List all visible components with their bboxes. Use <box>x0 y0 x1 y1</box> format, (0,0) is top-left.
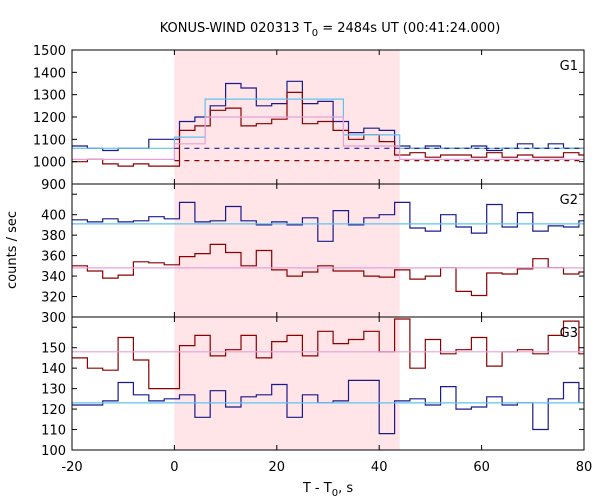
panel-2-series-2-line <box>72 243 584 297</box>
panel-2-series-1-line <box>72 201 584 242</box>
x-axis-label: T - T0, s <box>302 481 353 499</box>
chart-title-subscript: 0 <box>312 28 318 39</box>
panel-1-ytick-label: 1000 <box>33 156 66 171</box>
panel-1-ytick-label: 1300 <box>33 89 66 104</box>
panel-1-ytick-label: 1200 <box>33 111 66 126</box>
panel-3-ytick-label: 100 <box>41 444 66 459</box>
y-axis-label: counts / sec <box>5 211 20 289</box>
panel-1-ytick-label: 900 <box>41 178 66 193</box>
panel-3-ytick-label: 110 <box>41 424 66 439</box>
panel-2-ytick-label: 380 <box>41 229 66 244</box>
panel-1-series <box>72 80 584 167</box>
chart-title-suffix: = 2484s UT (00:41:24.000) <box>318 21 500 36</box>
panel-3-ytick-label: 120 <box>41 403 66 418</box>
text-layer: KONUS-WIND 020313 T0 = 2484s UT (00:41:2… <box>5 21 592 499</box>
panel-1-series-3-line <box>72 98 584 149</box>
x-axis-label-subscript: 0 <box>332 488 338 499</box>
panel-3-series-1-line <box>72 379 584 435</box>
panel-2-ytick-label: 300 <box>41 311 66 326</box>
panel-1-series-4-line <box>72 116 584 160</box>
x-axis-label-prefix: T - T <box>302 481 332 496</box>
panel-2-ytick-label: 340 <box>41 270 66 285</box>
x-tick-label: 80 <box>576 460 593 475</box>
panel-1-label: G1 <box>560 59 578 74</box>
data-layer <box>72 80 584 435</box>
panel-2-series <box>72 201 584 297</box>
panel-3-frame <box>71 316 585 451</box>
chart-title: KONUS-WIND 020313 T0 = 2484s UT (00:41:2… <box>160 21 501 39</box>
chart-title-prefix: KONUS-WIND 020313 T <box>160 21 312 36</box>
panel-2-label: G2 <box>560 193 578 208</box>
panel-2-ytick-label: 400 <box>41 209 66 224</box>
x-tick-label: 20 <box>269 460 286 475</box>
panel-1-ytick-label: 1400 <box>33 66 66 81</box>
panel-1-series-2-line <box>72 91 584 167</box>
panel-3-series <box>72 318 584 435</box>
panel-3-label: G3 <box>560 326 578 341</box>
frame-layer <box>71 49 585 451</box>
panel-3-ytick-label: 140 <box>41 362 66 377</box>
panel-3-ytick-label: 150 <box>41 342 66 357</box>
x-axis-label-suffix: , s <box>338 481 353 496</box>
panel-2-ytick-label: 320 <box>41 291 66 306</box>
panel-2-ytick-label: 360 <box>41 250 66 265</box>
x-tick-label: 0 <box>170 460 178 475</box>
x-tick-label: 60 <box>473 460 490 475</box>
x-tick-label: -20 <box>61 460 82 475</box>
panel-3-ytick-label: 130 <box>41 383 66 398</box>
panel-1-ytick-label: 1500 <box>33 44 66 59</box>
x-tick-label: 40 <box>371 460 388 475</box>
panel-1-ytick-label: 1100 <box>33 133 66 148</box>
